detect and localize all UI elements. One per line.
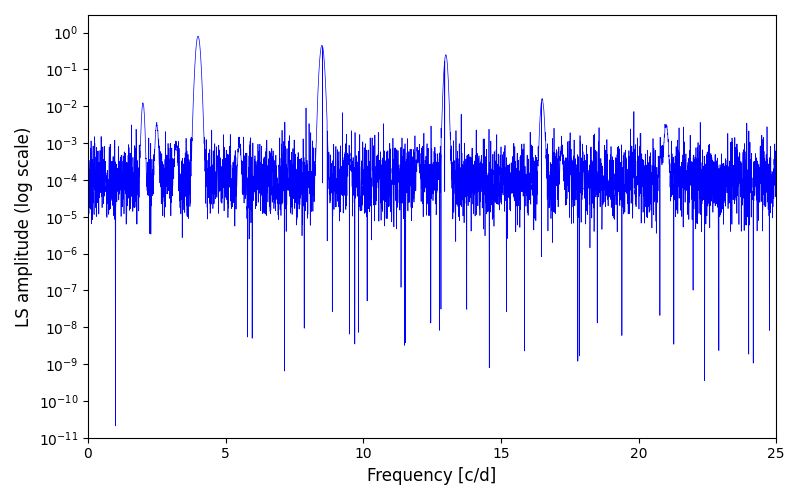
Y-axis label: LS amplitude (log scale): LS amplitude (log scale) (15, 126, 33, 326)
X-axis label: Frequency [c/d]: Frequency [c/d] (367, 467, 497, 485)
